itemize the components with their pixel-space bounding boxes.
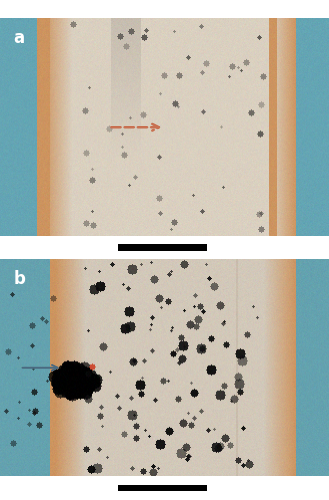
Bar: [118, 484, 207, 492]
Bar: [118, 244, 207, 251]
Text: a: a: [13, 30, 24, 48]
Text: b: b: [13, 270, 25, 288]
